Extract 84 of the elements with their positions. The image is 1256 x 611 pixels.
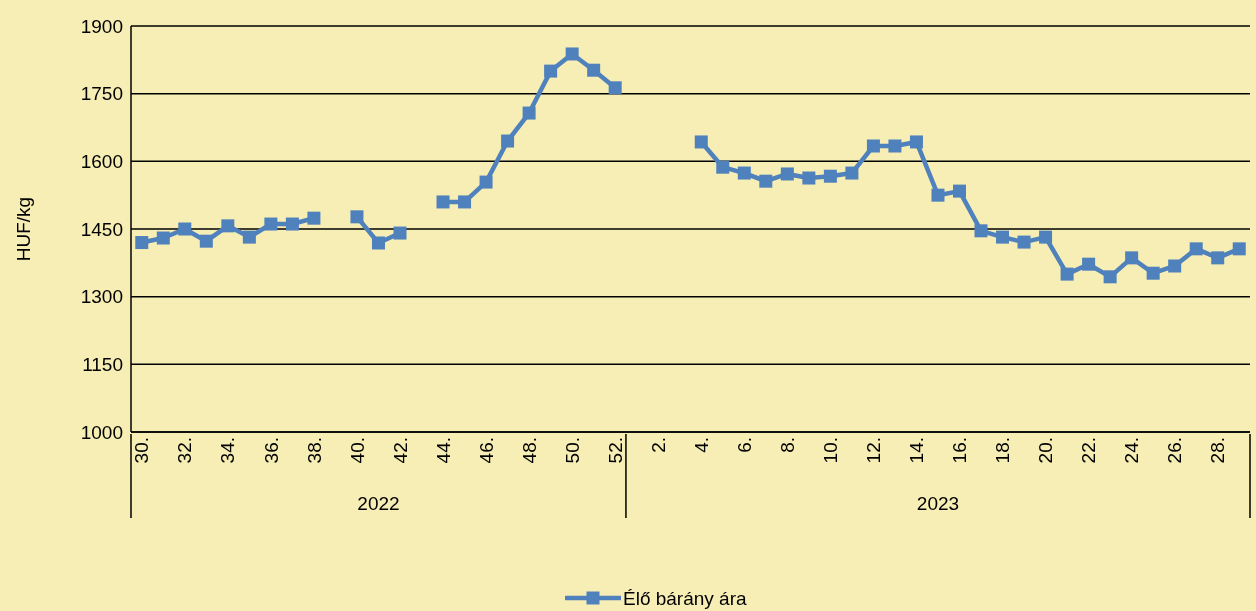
x-tick-label: 30. [131,437,153,464]
x-tick-label: 34. [217,437,239,464]
point [608,81,622,95]
x-tick-label: 48. [518,437,540,464]
point [587,63,601,77]
point [1082,257,1096,271]
x-tick-label: 38. [303,437,325,464]
point [888,139,902,153]
point [866,139,880,153]
text: 2022 [357,493,400,514]
point [1017,235,1031,249]
y-axis-title: HUF/kg [13,196,34,262]
point [156,231,170,245]
point [1168,259,1182,273]
point [264,217,278,231]
point [802,171,816,185]
x-tick-label: 24. [1121,437,1143,464]
point [178,222,192,236]
point [436,195,450,209]
point [737,166,751,180]
y-tick-label: 1000 [80,421,123,443]
x-tick-label: 42. [389,437,411,464]
x-tick-label: 16. [949,437,971,464]
x-tick-label: 36. [260,437,282,464]
x-tick-label: 18. [992,437,1014,464]
x-tick-label: 12. [863,437,885,464]
x-tick-label: 26. [1164,437,1186,464]
y-tick-label: 1450 [80,218,123,240]
point [1189,242,1203,256]
text: 2023 [916,493,960,514]
point [242,230,256,244]
point [522,106,536,120]
x-tick-label: 46. [475,437,497,464]
y-tick-label: 1300 [80,286,123,308]
x-tick-label: 8. [776,437,798,453]
point [371,236,385,250]
point [996,230,1010,244]
point [1146,266,1160,280]
x-tick-label: 2. [647,437,669,453]
x-tick-label: 50. [561,437,583,464]
x-tick-label: 32. [174,437,196,464]
point [393,226,407,240]
point [974,224,988,238]
x-tick-label: 20. [1035,437,1057,464]
legend-label: Élő bárány ára [623,587,748,609]
point [565,47,579,61]
point [135,236,149,250]
y-tick-label: 1150 [82,353,123,375]
point [759,174,773,188]
point [458,195,472,209]
point [350,210,364,224]
x-tick-label: 10. [820,437,842,464]
x-tick-label: 4. [690,437,712,453]
point [544,64,558,78]
point [909,135,923,149]
x-tick-label: 6. [733,437,755,453]
point [823,169,837,183]
y-tick-label: 1600 [80,150,123,172]
x-tick-label: 52. [604,437,626,464]
point [221,219,235,233]
point [716,160,730,174]
point [1211,251,1225,265]
x-tick-label: 22. [1078,437,1100,464]
point [1232,242,1246,256]
x-tick-label: 40. [346,437,368,464]
point [479,175,493,189]
point [1103,270,1117,284]
point [845,166,859,180]
point [199,234,213,248]
y-tick-label: 1750 [80,83,123,105]
point [931,188,945,202]
x-tick-label: 44. [432,437,454,464]
x-tick-label: 14. [906,437,928,464]
point [501,134,515,148]
point [307,211,321,225]
point [1125,251,1139,265]
point [285,217,299,231]
x-tick-label: 28. [1207,437,1229,464]
y-tick-label: 1900 [80,15,123,37]
point [780,167,794,181]
point [952,184,966,198]
point [1060,267,1074,281]
point [694,135,708,149]
point [1039,230,1053,244]
